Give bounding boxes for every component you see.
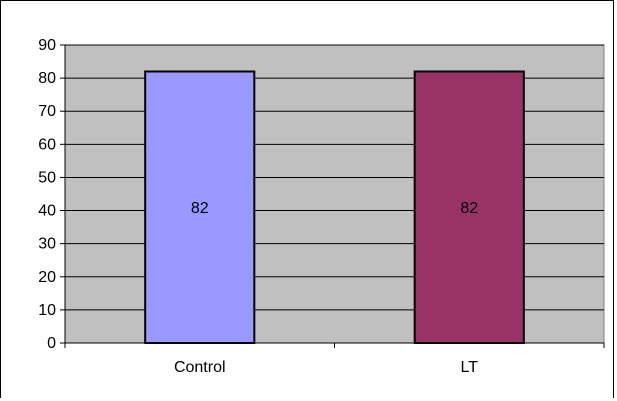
y-tick-label: 50 <box>38 169 56 186</box>
data-label: 82 <box>191 200 209 217</box>
y-tick-label: 0 <box>47 335 56 352</box>
data-label: 82 <box>460 200 478 217</box>
y-tick-label: 10 <box>38 302 56 319</box>
bar-control <box>144 70 256 344</box>
y-tick-label: 30 <box>38 236 56 253</box>
y-tick-label: 60 <box>38 136 56 153</box>
y-tick-label: 70 <box>38 103 56 120</box>
y-tick-label: 40 <box>38 203 56 220</box>
axes <box>60 44 605 348</box>
y-tick-label: 90 <box>38 37 56 54</box>
labels: 0 10 20 30 40 50 60 70 80 90 82 Control 82 LT <box>38 37 478 376</box>
x-tick-label: Control <box>174 359 226 376</box>
x-tick-label: LT <box>461 359 479 376</box>
y-tick-label: 80 <box>38 70 56 87</box>
y-tick-label: 20 <box>38 269 56 286</box>
